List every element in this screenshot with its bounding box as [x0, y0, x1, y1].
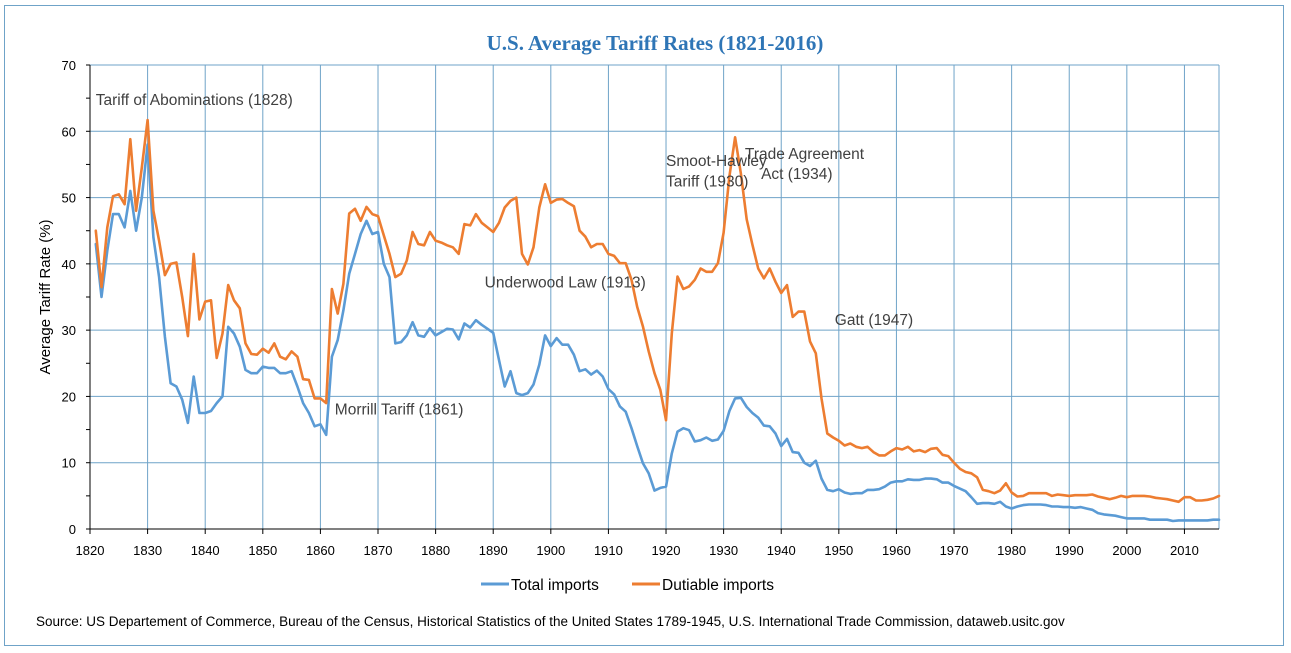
annotation-label: Tariff of Abominations (1828) [96, 92, 293, 109]
gridlines [86, 64, 1220, 534]
y-axis-label: Average Tariff Rate (%) [37, 219, 54, 374]
annotation-label: Smoot-Hawley [666, 153, 767, 170]
x-tick-label: 1840 [191, 543, 220, 558]
y-tick-label: 10 [62, 456, 76, 471]
x-tick-label: 1870 [364, 543, 393, 558]
legend-label-total-imports: Total imports [511, 577, 599, 594]
x-tick-label: 1880 [421, 543, 450, 558]
x-tick-label: 1950 [824, 543, 853, 558]
source-note: Source: US Departement of Commerce, Bure… [36, 614, 1065, 629]
x-tick-label: 1940 [767, 543, 796, 558]
y-tick-label: 0 [69, 522, 76, 537]
y-tick-label: 70 [62, 58, 76, 73]
annotation-label: Trade Agreement [745, 146, 865, 163]
x-tick-label: 1910 [594, 543, 623, 558]
annotation-label: Tariff (1930) [666, 173, 748, 190]
y-tick-label: 40 [62, 257, 76, 272]
series-line-dutiable-imports [94, 118, 1221, 504]
x-tick-label: 1980 [997, 543, 1026, 558]
x-tick-label: 1850 [248, 543, 277, 558]
x-tick-label: 1960 [882, 543, 911, 558]
x-tick-label: 1820 [76, 543, 105, 558]
series-lines [94, 118, 1221, 523]
annotation-label: Act (1934) [761, 166, 833, 183]
x-tick-label: 2000 [1112, 543, 1141, 558]
x-tick-label: 1860 [306, 543, 335, 558]
x-tick-label: 2010 [1170, 543, 1199, 558]
legend-label-dutiable-imports: Dutiable imports [662, 577, 774, 594]
series-line-total-imports [94, 143, 1221, 523]
x-tick-label: 1990 [1055, 543, 1084, 558]
x-tick-label: 1920 [652, 543, 681, 558]
annotation-label: Underwood Law (1913) [485, 275, 646, 292]
x-tick-label: 1890 [479, 543, 508, 558]
annotation-label: Morrill Tariff (1861) [335, 401, 464, 418]
annotation-label: Gatt (1947) [835, 312, 913, 329]
chart-title: U.S. Average Tariff Rates (1821-2016) [487, 31, 824, 55]
x-tick-label: 1900 [536, 543, 565, 558]
chart-frame [4, 5, 1284, 646]
x-tick-label: 1970 [940, 543, 969, 558]
y-tick-labels: 0 10 20 30 40 50 60 70 [62, 58, 76, 537]
y-tick-label: 60 [62, 124, 76, 139]
x-tick-labels: 1820 1830 1840 1850 1860 1870 1880 1890 1900 1910… [76, 543, 1199, 558]
legend: Total imports Dutiable imports [481, 577, 774, 594]
y-tick-label: 50 [62, 191, 76, 206]
x-tick-label: 1830 [133, 543, 162, 558]
annotations: Tariff of Abominations (1828) Morrill Tar… [96, 92, 913, 419]
y-tick-label: 30 [62, 323, 76, 338]
y-tick-label: 20 [62, 389, 76, 404]
x-tick-label: 1930 [709, 543, 738, 558]
